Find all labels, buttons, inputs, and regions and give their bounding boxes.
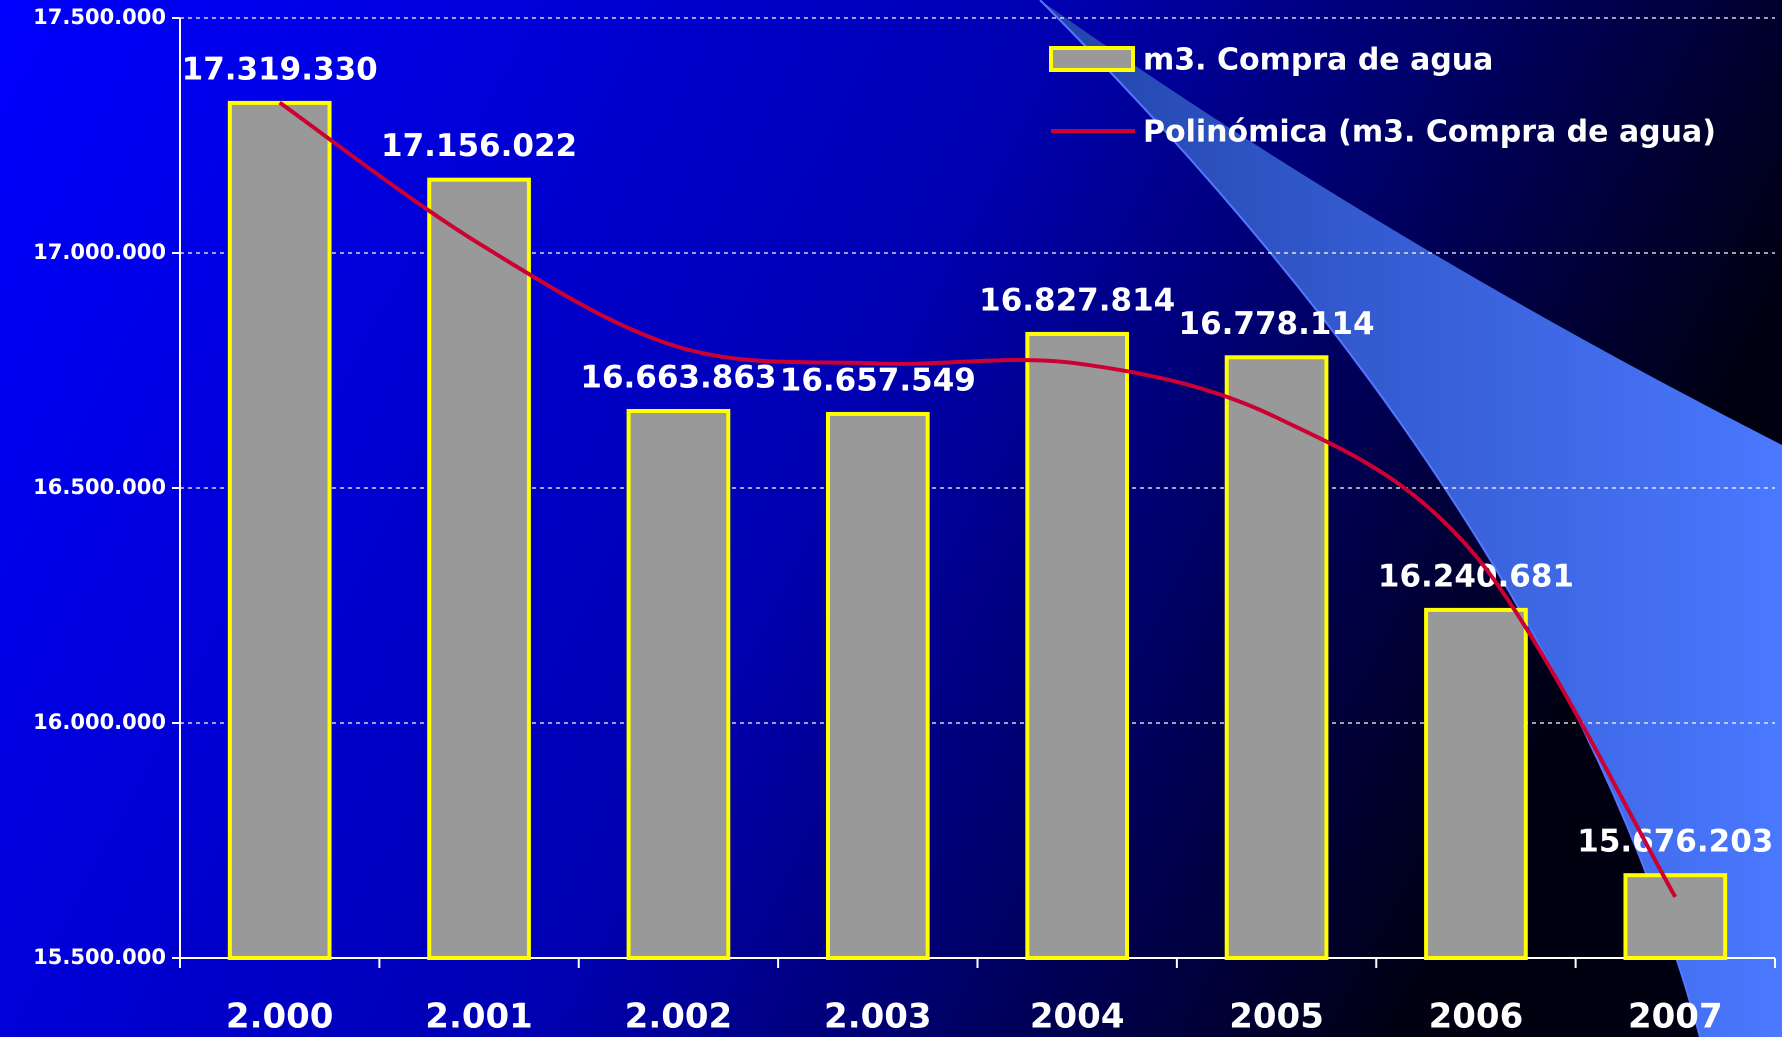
- y-tick-label: 16.000.000: [33, 710, 166, 734]
- bar: [427, 177, 531, 960]
- legend-label: Polinómica (m3. Compra de agua): [1143, 115, 1716, 150]
- y-tick-label: 17.500.000: [33, 5, 166, 29]
- plot: 15.500.000 16.000.000 16.500.000 17.000.000…: [33, 5, 1776, 1037]
- y-tick-label: 15.500.000: [33, 945, 166, 969]
- bar: [1623, 873, 1728, 960]
- bar: [1025, 331, 1130, 960]
- x-tick-label: 2.000: [226, 997, 334, 1037]
- value-label: 16.240.681: [1378, 558, 1574, 594]
- legend-swatch: [1049, 46, 1135, 72]
- x-tick-label: 2.002: [625, 997, 733, 1037]
- legend-label: m3. Compra de agua: [1143, 43, 1493, 78]
- x-tick-label: 2.001: [425, 997, 533, 1037]
- value-label: 16.663.863: [580, 359, 776, 395]
- y-tick-label: 16.500.000: [33, 475, 166, 499]
- x-tick-label: 2006: [1429, 997, 1524, 1037]
- value-label: 15.676.203: [1577, 824, 1773, 860]
- value-label: 16.657.549: [780, 362, 976, 398]
- bar: [1224, 355, 1329, 960]
- value-label: 16.827.814: [979, 282, 1175, 318]
- bar: [626, 408, 731, 960]
- x-tick-label: 2005: [1229, 997, 1324, 1037]
- bar: [825, 411, 930, 960]
- trend-line: [278, 100, 1678, 898]
- value-label: 17.156.022: [381, 128, 577, 164]
- x-tick-label: 2004: [1030, 997, 1125, 1037]
- x-tick-label: 2007: [1628, 997, 1723, 1037]
- x-tick-label: 2.003: [824, 997, 932, 1037]
- value-label: 16.778.114: [1179, 306, 1375, 342]
- value-label: 17.319.330: [182, 51, 378, 87]
- y-tick-label: 17.000.000: [33, 240, 166, 264]
- bar: [227, 100, 332, 960]
- bar: [1424, 607, 1528, 960]
